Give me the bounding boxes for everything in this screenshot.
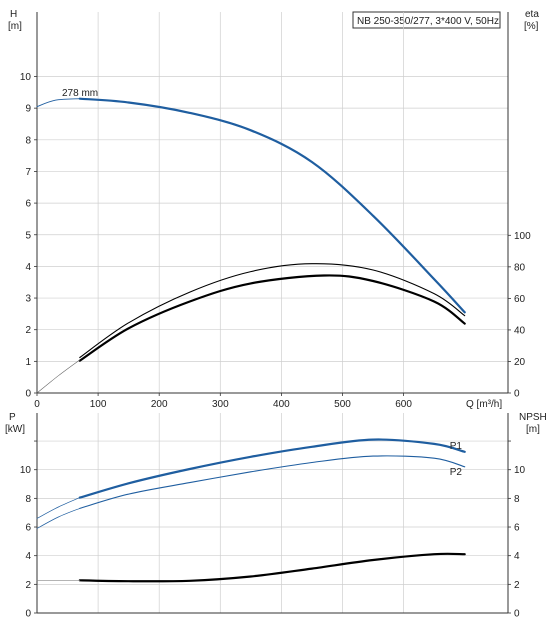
chart-title-box bbox=[352, 11, 501, 29]
top-right-tick-label-5: 100 bbox=[514, 231, 531, 242]
x-axis-label: Q [m³/h] bbox=[466, 399, 502, 410]
top-series-line-1 bbox=[36, 98, 81, 108]
x-tick-label-2: 200 bbox=[151, 399, 168, 410]
top-left-axis-label-line2: [m] bbox=[8, 21, 22, 32]
x-tick-label-4: 400 bbox=[273, 399, 290, 410]
bottom-right-tick-label-0: 0 bbox=[514, 609, 520, 620]
top-left-tick-label-10: 10 bbox=[20, 72, 32, 83]
bottom-left-tick-label-3: 6 bbox=[25, 523, 31, 534]
top-left-tick-label-2: 2 bbox=[25, 325, 31, 336]
impeller-diameter-annotation: 278 mm bbox=[62, 88, 98, 99]
bottom-right-tick-label-2: 4 bbox=[514, 551, 520, 562]
bottom-right-tick-label-5: 10 bbox=[514, 465, 526, 476]
bottom-left-tick-label-4: 8 bbox=[25, 494, 31, 505]
top-left-tick-label-9: 9 bbox=[25, 104, 31, 115]
bottom-right-axis-label-line1: NPSH bbox=[519, 412, 547, 423]
bottom-left-axis-label-line2: [kW] bbox=[5, 424, 25, 435]
bottom-right-axis-label-line2: [m] bbox=[526, 424, 540, 435]
x-tick-label-1: 100 bbox=[90, 399, 107, 410]
bottom-series-line-2 bbox=[36, 497, 81, 519]
x-tick-label-0: 0 bbox=[34, 399, 40, 410]
top-right-tick-label-3: 60 bbox=[514, 294, 526, 305]
x-tick-label-5: 500 bbox=[334, 399, 351, 410]
top-left-tick-label-6: 6 bbox=[25, 199, 31, 210]
bottom-series-line-p2 bbox=[79, 455, 466, 509]
top-right-axis-label-line1: eta bbox=[525, 9, 539, 20]
bottom-left-tick-label-2: 4 bbox=[25, 551, 31, 562]
top-series-line-3 bbox=[78, 274, 466, 362]
top-right-tick-label-2: 40 bbox=[514, 325, 526, 336]
top-right-tick-label-0: 0 bbox=[514, 389, 520, 400]
top-right-tick-label-4: 80 bbox=[514, 262, 526, 273]
bottom-series-line-p1 bbox=[78, 438, 466, 499]
bottom-series-line-3 bbox=[36, 508, 81, 529]
top-series-line-4 bbox=[36, 359, 81, 394]
series-label-p1: P1 bbox=[450, 441, 463, 452]
bottom-left-tick-label-5: 10 bbox=[20, 465, 32, 476]
top-series-line-0 bbox=[78, 97, 466, 314]
top-left-axis-label-line1: H bbox=[10, 9, 17, 20]
top-left-tick-label-3: 3 bbox=[25, 294, 31, 305]
top-left-tick-label-4: 4 bbox=[25, 262, 31, 273]
bottom-right-tick-label-1: 2 bbox=[514, 580, 520, 591]
bottom-series-line-4 bbox=[78, 552, 466, 583]
top-left-tick-label-1: 1 bbox=[25, 357, 31, 368]
chart-title: NB 250-350/277, 3*400 V, 50Hz bbox=[357, 16, 499, 27]
top-left-tick-label-0: 0 bbox=[25, 389, 31, 400]
x-tick-label-6: 600 bbox=[395, 399, 412, 410]
top-right-axis-label-line2: [%] bbox=[524, 21, 539, 32]
bottom-left-tick-label-1: 2 bbox=[25, 580, 31, 591]
top-right-tick-label-1: 20 bbox=[514, 357, 526, 368]
bottom-right-tick-label-3: 6 bbox=[514, 523, 520, 534]
bottom-left-tick-label-0: 0 bbox=[25, 609, 31, 620]
series-label-p2: P2 bbox=[450, 467, 463, 478]
top-left-tick-label-5: 5 bbox=[25, 230, 31, 241]
bottom-right-tick-label-4: 8 bbox=[514, 494, 520, 505]
top-series-line-2 bbox=[79, 263, 466, 359]
bottom-left-axis-label-line1: P bbox=[9, 412, 16, 423]
x-tick-label-3: 300 bbox=[212, 399, 229, 410]
top-left-tick-label-7: 7 bbox=[25, 167, 31, 178]
top-left-tick-label-8: 8 bbox=[25, 135, 31, 146]
